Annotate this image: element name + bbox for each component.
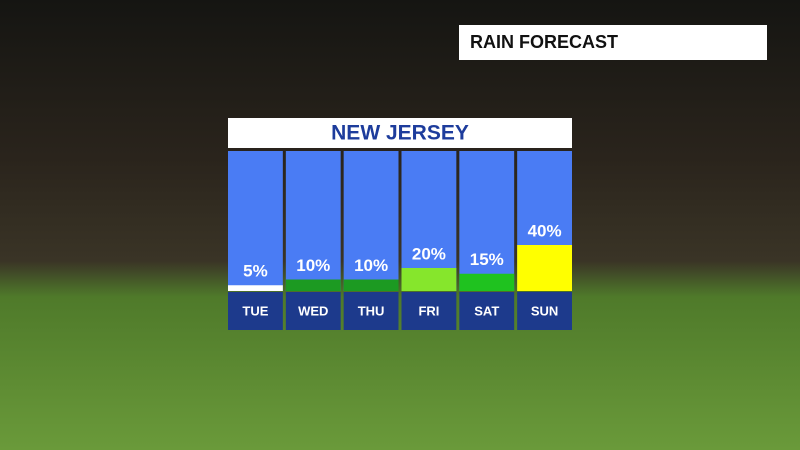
value-label: 20% xyxy=(412,244,446,263)
bar xyxy=(517,245,572,291)
category-box xyxy=(459,292,515,330)
bar xyxy=(343,279,399,291)
header-box xyxy=(459,25,767,60)
x-tick-label: THU xyxy=(358,303,385,318)
bar xyxy=(285,279,341,291)
value-label: 5% xyxy=(243,262,268,281)
chart-title: NEW JERSEY xyxy=(331,122,469,145)
x-tick-label: WED xyxy=(298,303,328,318)
column-background xyxy=(459,151,515,291)
bar xyxy=(401,268,457,291)
value-label: 10% xyxy=(296,256,330,275)
x-tick-label: SUN xyxy=(531,303,558,318)
value-label: 15% xyxy=(470,250,504,269)
x-tick-label: TUE xyxy=(242,303,268,318)
category-box xyxy=(343,292,399,330)
category-box xyxy=(401,292,457,330)
column-background xyxy=(228,151,283,291)
value-label: 10% xyxy=(354,256,388,275)
category-box xyxy=(517,292,572,330)
bar xyxy=(459,273,515,291)
value-label: 40% xyxy=(528,221,562,240)
column-background xyxy=(343,151,399,291)
column-background xyxy=(401,151,457,291)
x-tick-label: SAT xyxy=(474,303,499,318)
category-box xyxy=(228,292,283,330)
header-title: RAIN FORECAST xyxy=(470,32,618,52)
category-box xyxy=(285,292,341,330)
x-tick-label: FRI xyxy=(418,303,439,318)
bar xyxy=(228,285,283,291)
column-background xyxy=(285,151,341,291)
title-box xyxy=(228,118,572,148)
